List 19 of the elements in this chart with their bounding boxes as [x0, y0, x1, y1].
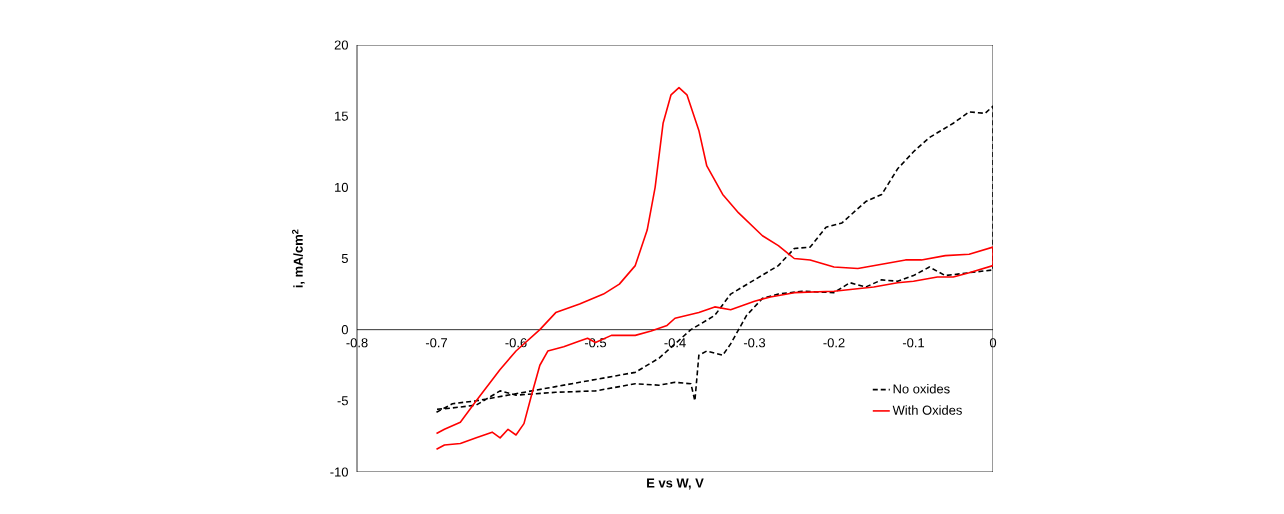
x-tick-label: 0 [989, 338, 997, 348]
legend-label: With Oxides [892, 405, 962, 415]
x-tick-label: -0.7 [425, 338, 448, 348]
y-tick-label: -5 [337, 396, 348, 406]
y-tick-label: 10 [335, 182, 348, 192]
y-tick-label: 20 [334, 40, 348, 50]
y-axis-title: i, mA/cm$^{2}$ [291, 229, 305, 288]
legend-label: No oxides [893, 383, 950, 394]
y-tick-label: 15 [335, 111, 348, 121]
x-tick-label: -0.2 [823, 338, 845, 348]
x-axis-title: E vs W, V [647, 478, 704, 490]
x-tick-label: -0.3 [743, 338, 766, 348]
x-tick-label: -0.4 [664, 338, 686, 348]
x-tick-label: -0.6 [505, 338, 527, 348]
y-tick-label: 0 [341, 325, 348, 335]
y-tick-label: 5 [341, 253, 348, 264]
y-tick-label: -10 [330, 467, 348, 477]
x-tick-label: -0.1 [902, 338, 925, 348]
x-tick-label: -0.8 [346, 338, 368, 348]
